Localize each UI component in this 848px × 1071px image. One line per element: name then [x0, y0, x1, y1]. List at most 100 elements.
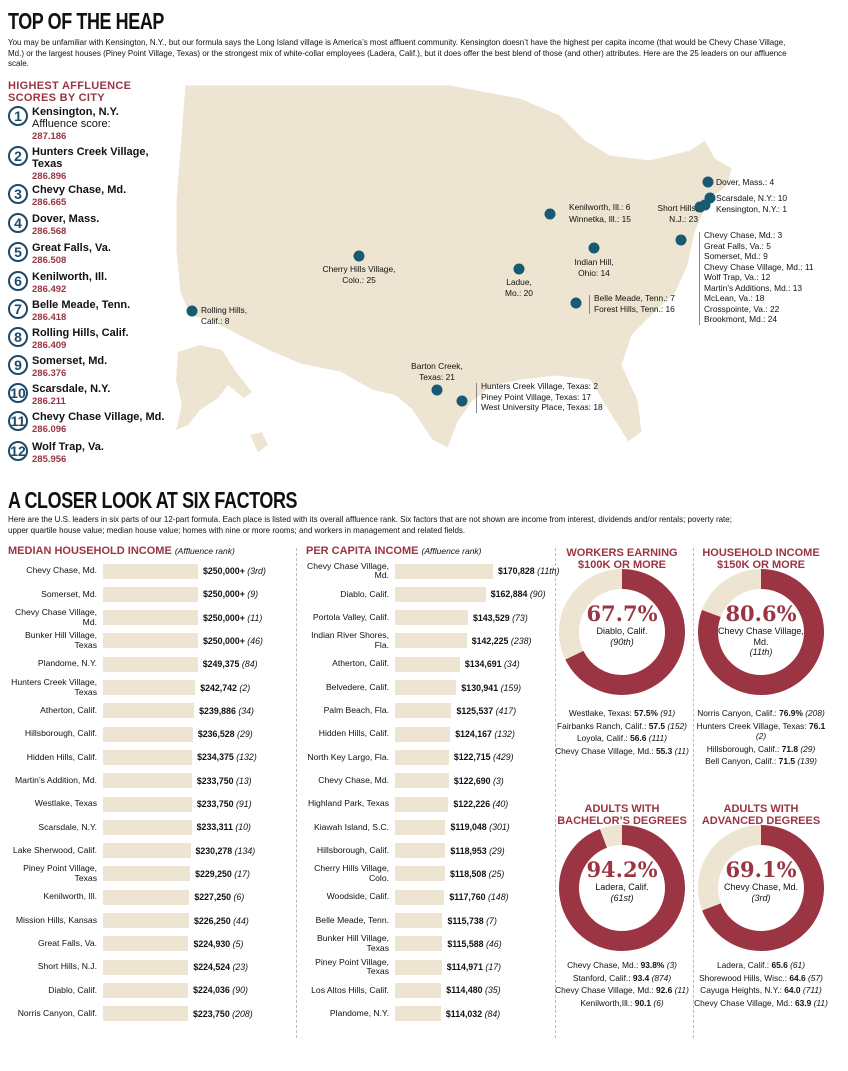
us-mainland-shape [175, 84, 733, 449]
bar-label: Lake Sherwood, Calif. [12, 844, 97, 855]
bar-value: $233,311 (10) [192, 822, 251, 832]
affluence-score: 287.186 [32, 131, 67, 142]
ranking-item: 11 Chevy Chase Village, Md. 286.096 [8, 411, 177, 436]
runner-up-item: Chevy Chase Village, Md.: 63.9 (11) [694, 998, 828, 1009]
value-label: $122,715 [453, 752, 491, 763]
map-location-dot[interactable] [186, 305, 198, 317]
runner-up-place: Cayuga Heights, N.Y.: [700, 985, 782, 995]
value-label: $250,000+ [203, 566, 245, 576]
bar [395, 959, 442, 975]
map-location-dot[interactable] [588, 242, 600, 254]
bar-row: Atherton, Calif. $239,886 (34) [8, 700, 254, 722]
value-label: $162,884 [490, 589, 528, 600]
rank-label: (40) [492, 799, 509, 809]
map-label-line: Piney Point Village, Texas: 17 [481, 391, 592, 402]
value-label: $233,311 [196, 822, 233, 833]
map-label: Dover, Mass.: 4 [716, 177, 774, 188]
affluence-score: 286.211 [32, 396, 66, 407]
value-label: $114,971 [446, 962, 483, 973]
affluence-score: 286.665 [32, 197, 67, 208]
city-name: Rolling Hills, Calif. [32, 327, 129, 339]
runner-up-value: 56.6 [630, 733, 647, 743]
rank-label: (7) [486, 915, 497, 926]
map-location-dot[interactable] [456, 395, 468, 407]
donut-value-arc [698, 825, 824, 951]
hawaii-shape [250, 432, 268, 452]
bar [103, 959, 189, 975]
bar-row: Lake Sherwood, Calif. $230,278 (134) [8, 840, 255, 862]
bar [395, 796, 449, 812]
bar [103, 726, 193, 742]
bar-row: Indian River Shores, Fla. $142,225 (238) [300, 630, 531, 652]
map-location-dot[interactable] [431, 384, 443, 396]
bar-value: $224,930 (5) [188, 939, 243, 949]
ranking-item: 3 Chevy Chase, Md. 286.665 [8, 184, 177, 209]
value-label: $134,691 [464, 659, 502, 670]
value-label: $114,032 [445, 1008, 483, 1019]
bar-row: Hunters Creek Village, Texas $242,742 (2) [8, 677, 250, 699]
map-label: Barton Creek, Texas: 21 [377, 361, 497, 382]
bar [395, 703, 452, 719]
bar-label: Plandome, N.Y. [329, 1007, 389, 1018]
bar-label: Short Hills, N.J. [37, 961, 97, 972]
bar-label: Hidden Hills, Calif. [318, 728, 389, 739]
bar-label: Woodside, Calif. [326, 891, 389, 902]
bar-value: $233,750 (13) [192, 776, 252, 786]
map-location-dot[interactable] [353, 250, 365, 262]
donut-rank: (11th) [749, 647, 773, 657]
map-location-dot[interactable] [694, 201, 706, 213]
bar-value: $236,528 (29) [193, 729, 253, 739]
map-location-dot[interactable] [702, 176, 714, 188]
donut-value: 94.2% [586, 857, 658, 882]
map-location-dot[interactable] [570, 297, 582, 309]
ranking-title: HIGHEST AFFLUENCE SCORES BY CITY [8, 80, 132, 104]
map-location-dot[interactable] [704, 192, 716, 204]
bar-label: Hillsborough, Calif. [24, 728, 97, 739]
runner-up-item: Ladera, Calif.: 65.6 (61) [694, 960, 828, 971]
bar-value: $230,278 (134) [191, 846, 256, 856]
runner-up-value: 92.6 [655, 985, 673, 995]
donut-title: ADULTS WITH ADVANCED DEGREES [701, 803, 821, 827]
bar [103, 866, 191, 882]
map-location-dot[interactable] [544, 208, 556, 220]
runner-up-item: Chevy Chase Village, Md.: 92.6 (11) [555, 985, 689, 996]
ranking-item: 6 Kenilworth, Ill. 286.492 [8, 271, 177, 296]
runner-up-value: 64.0 [784, 985, 801, 995]
donut-center: 94.2% Ladera, Calif. (61st) [577, 858, 667, 903]
city-name: Great Falls, Va. [32, 242, 111, 254]
runner-up-value: 55.3 [655, 745, 673, 756]
bar-row: Piney Point Village, Texas $114,971 (17) [300, 956, 501, 978]
rank-label: (301) [489, 822, 510, 833]
bar [395, 726, 451, 742]
rank-badge: 10 [8, 383, 28, 403]
bar-row: Hidden Hills, Calif. $234,375 (132) [8, 746, 257, 768]
bar [103, 982, 189, 998]
intro-text: You may be unfamiliar with Kensington, N… [8, 37, 787, 69]
map-label-line: Crosspointe, Va.: 22 [704, 303, 780, 314]
value-label: $242,742 [200, 682, 237, 693]
runner-up-place: Norris Canyon, Calif.: [697, 708, 777, 718]
runner-up-rank: (11) [813, 997, 828, 1008]
rank-badge: 8 [8, 327, 28, 347]
bar-row: Plandome, N.Y. $249,375 (84) [8, 653, 258, 675]
map-location-dot[interactable] [675, 234, 687, 246]
bar [395, 819, 446, 835]
map-location-dot[interactable] [513, 263, 525, 275]
alaska-shape [176, 345, 252, 430]
donut-chart [698, 825, 824, 951]
runner-up-item: Bell Canyon, Calif.: 71.5 (139) [694, 756, 828, 767]
ranking-item: 12 Wolf Trap, Va. 285.956 [8, 441, 177, 466]
bar-row: Bunker Hill Village, Texas $250,000+ (46) [8, 630, 263, 652]
rank-label: (134) [234, 845, 256, 856]
runner-up-place: Chevy Chase, Md.: [567, 960, 639, 970]
value-label: $122,226 [453, 799, 491, 809]
runner-up-place: Bell Canyon, Calif.: [705, 756, 777, 766]
ranking-text: Chevy Chase Village, Md. 286.096 [32, 411, 177, 436]
donut-chart [559, 825, 685, 951]
city-name: Dover, Mass. [32, 213, 100, 225]
runner-up-value: 90.1 [634, 997, 652, 1008]
bar-row: Piney Point Village, Texas $229,250 (17) [8, 863, 250, 885]
donut-title: HOUSEHOLD INCOME $150K OR MORE [702, 547, 820, 571]
donut-title: WORKERS EARNING $100K OR MORE [566, 547, 678, 571]
ranking-text: Kensington, N.Y. Affluence score: 287.186 [32, 106, 177, 143]
